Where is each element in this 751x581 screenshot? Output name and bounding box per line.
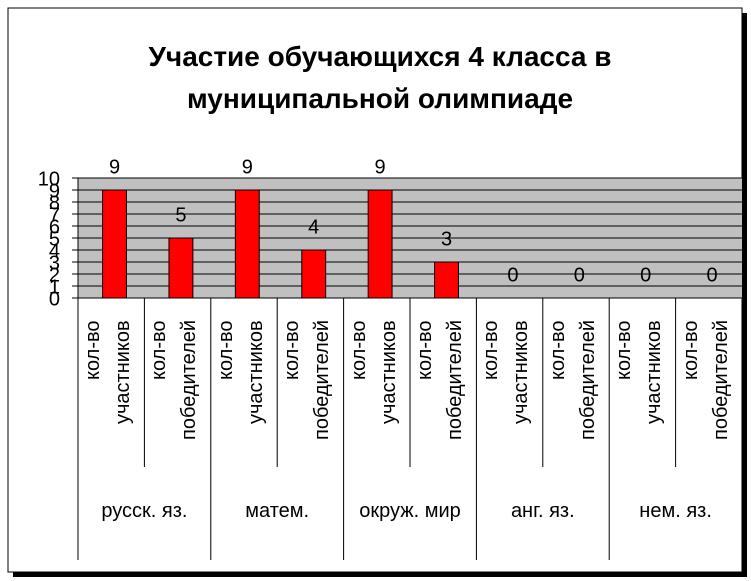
group-label: матем.: [245, 500, 310, 522]
data-label: 0: [640, 264, 651, 286]
x-tick-label: кол-во участников: [613, 320, 666, 424]
x-tick-label: кол-во участников: [480, 320, 533, 424]
y-tick-label: 4: [49, 240, 60, 262]
group-label: русск. яз.: [101, 500, 188, 522]
data-label: 9: [375, 156, 386, 178]
group-label: анг. яз.: [510, 500, 575, 522]
y-tick-label: 6: [49, 216, 60, 238]
chart-title: Участие обучающихся 4 класса в муниципал…: [148, 41, 612, 114]
x-tick-label: кол-во победителей: [414, 320, 466, 441]
y-tick-label: 9: [49, 180, 60, 202]
data-label: 9: [109, 156, 120, 178]
y-tick-label: 5: [49, 228, 60, 250]
y-tick-label: 2: [49, 264, 60, 286]
y-tick-label: 8: [49, 192, 60, 214]
bar: [301, 249, 327, 299]
x-tick-label: кол-во участников: [214, 320, 267, 424]
x-tick-label: кол-во участников: [82, 320, 134, 424]
y-tick-label: 3: [49, 252, 60, 274]
data-label: 5: [175, 204, 186, 226]
data-label: 3: [441, 228, 452, 250]
data-label: 0: [707, 264, 718, 286]
y-tick-label: 1: [49, 276, 60, 298]
group-label: нем. яз.: [639, 500, 712, 522]
data-label: 4: [308, 216, 319, 238]
bar: [434, 261, 459, 299]
y-tick-label: 10: [38, 168, 60, 190]
bar: [234, 189, 260, 299]
data-label: 9: [242, 156, 253, 178]
x-tick-label: кол-во победителей: [679, 320, 732, 441]
bar: [367, 189, 393, 299]
bar: [168, 237, 194, 299]
x-tick-label: кол-во победителей: [148, 320, 201, 441]
y-tick-label: 7: [49, 204, 60, 226]
bar: [102, 189, 127, 299]
y-tick-label: 0: [49, 288, 60, 310]
x-tick-label: кол-во победителей: [281, 320, 334, 441]
group-label: окруж. мир: [359, 500, 461, 522]
x-tick-label: кол-во победителей: [546, 320, 599, 441]
x-tick-label: кол-во участников: [347, 320, 400, 424]
data-label: 0: [574, 264, 585, 286]
data-label: 0: [507, 264, 518, 286]
